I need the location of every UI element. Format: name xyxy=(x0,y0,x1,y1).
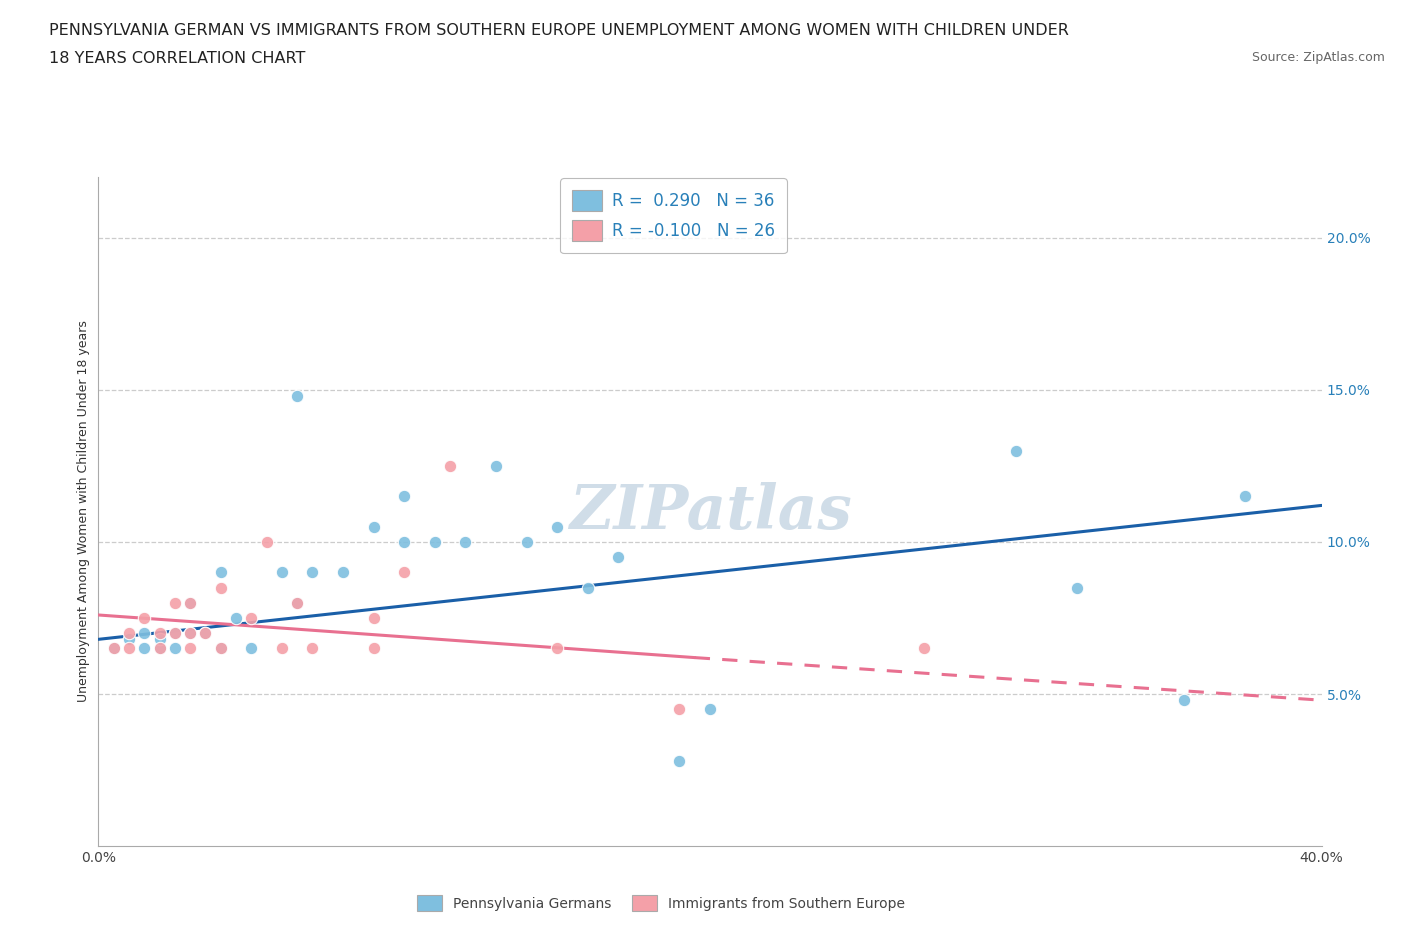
Point xyxy=(118,631,141,646)
Point xyxy=(301,565,323,579)
Text: 18 YEARS CORRELATION CHART: 18 YEARS CORRELATION CHART xyxy=(49,51,305,66)
Point xyxy=(256,535,278,550)
Point xyxy=(209,641,232,656)
Point xyxy=(332,565,354,579)
Point xyxy=(163,595,186,610)
Text: ZIPatlas: ZIPatlas xyxy=(568,482,852,541)
Point xyxy=(1004,444,1026,458)
Point xyxy=(134,626,156,641)
Point xyxy=(179,626,201,641)
Point xyxy=(163,641,186,656)
Point xyxy=(149,641,172,656)
Point xyxy=(392,489,416,504)
Point xyxy=(118,641,141,656)
Point xyxy=(668,702,690,717)
Point xyxy=(103,641,125,656)
Point xyxy=(240,641,263,656)
Point xyxy=(209,565,232,579)
Point xyxy=(149,626,172,641)
Point xyxy=(516,535,538,550)
Point xyxy=(1234,489,1257,504)
Point xyxy=(209,641,232,656)
Point xyxy=(179,595,201,610)
Point xyxy=(194,626,217,641)
Y-axis label: Unemployment Among Women with Children Under 18 years: Unemployment Among Women with Children U… xyxy=(77,321,90,702)
Point xyxy=(363,611,385,626)
Point xyxy=(149,631,172,646)
Point xyxy=(285,389,308,404)
Point xyxy=(546,519,568,534)
Point xyxy=(423,535,446,550)
Point xyxy=(270,565,292,579)
Point xyxy=(285,595,308,610)
Point xyxy=(1066,580,1088,595)
Point xyxy=(363,519,385,534)
Point xyxy=(699,702,721,717)
Point xyxy=(163,626,186,641)
Point xyxy=(163,626,186,641)
Point xyxy=(209,580,232,595)
Point xyxy=(301,641,323,656)
Point xyxy=(194,626,217,641)
Point xyxy=(392,565,416,579)
Point xyxy=(225,611,247,626)
Point xyxy=(285,595,308,610)
Point xyxy=(118,626,141,641)
Point xyxy=(179,626,201,641)
Text: PENNSYLVANIA GERMAN VS IMMIGRANTS FROM SOUTHERN EUROPE UNEMPLOYMENT AMONG WOMEN : PENNSYLVANIA GERMAN VS IMMIGRANTS FROM S… xyxy=(49,23,1069,38)
Point xyxy=(134,611,156,626)
Point xyxy=(179,595,201,610)
Point xyxy=(149,641,172,656)
Text: Source: ZipAtlas.com: Source: ZipAtlas.com xyxy=(1251,51,1385,64)
Point xyxy=(363,641,385,656)
Point xyxy=(270,641,292,656)
Point xyxy=(179,641,201,656)
Point xyxy=(607,550,630,565)
Point xyxy=(546,641,568,656)
Point xyxy=(103,641,125,656)
Point xyxy=(485,458,508,473)
Point xyxy=(134,641,156,656)
Point xyxy=(912,641,935,656)
Legend: Pennsylvania Germans, Immigrants from Southern Europe: Pennsylvania Germans, Immigrants from So… xyxy=(409,888,912,919)
Legend: R =  0.290   N = 36, R = -0.100   N = 26: R = 0.290 N = 36, R = -0.100 N = 26 xyxy=(560,179,786,253)
Point xyxy=(668,753,690,768)
Point xyxy=(240,611,263,626)
Point xyxy=(392,535,416,550)
Point xyxy=(439,458,461,473)
Point xyxy=(454,535,477,550)
Point xyxy=(576,580,599,595)
Point xyxy=(1173,693,1195,708)
